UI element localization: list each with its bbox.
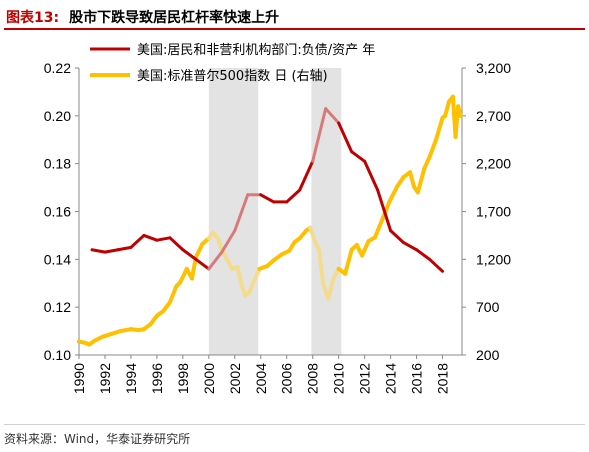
sp500-line-segment [215,236,224,252]
leverage-line-segment [181,248,198,261]
leverage-line-segment [207,250,224,271]
x-tick-label: 1994 [123,363,139,394]
leverage-line-segment [233,193,250,233]
sp500-line-segment [326,276,336,301]
shaded-period-0 [208,68,259,355]
title-bar: 图表13: 股市下跌导致居民杠杆率快速上升 [4,6,585,30]
sp500-line-segment [456,104,463,118]
sp500-line-segment [317,248,326,286]
leverage-line-segment [155,236,172,242]
sp500-line-segment [189,255,198,281]
x-tick-label: 2016 [409,363,425,394]
x-tick-label: 2000 [201,363,217,394]
leverage-line-segment [90,248,107,254]
leverage-line-segment [324,107,341,125]
source-divider [4,424,585,425]
x-tick-label: 1998 [175,363,191,394]
x-tick-label: 1992 [97,363,113,394]
sp500-line-segment [427,137,439,159]
leverage-line-segment [194,257,211,271]
x-tick-label: 2008 [305,363,321,394]
leverage-line-segment [285,188,302,204]
left-tick-label: 0.22 [44,60,71,76]
leverage-line-segment [168,236,185,252]
x-tick-label: 2014 [383,363,399,394]
sp500-line-segment [193,242,205,260]
x-tick-label: 2012 [357,363,373,394]
right-tick-label: 2,200 [476,156,511,172]
right-tick-label: 3,200 [476,60,511,76]
leverage-line-segment [428,257,445,273]
leverage-line-segment [350,150,367,163]
sp500-line-segment [167,284,179,305]
sp500-line-segment [373,216,385,240]
sp500-line-segment [308,225,318,245]
leverage-line-segment [259,193,276,204]
leverage-line-segment [142,233,159,242]
sp500-line-segment [178,266,189,285]
sp500-line-segment [434,115,445,142]
sp500-line-segment [422,154,432,171]
left-tick-label: 0.16 [44,204,71,220]
right-tick-label: 200 [476,347,500,363]
leverage-line-segment [337,121,354,154]
sp500-line-segment [360,239,371,258]
leverage-line-segment [363,159,380,192]
leverage-line-segment [103,248,120,254]
sp500-line-segment [235,264,245,291]
x-tick-label: 2010 [331,363,347,394]
sp500-line-segment [408,170,416,189]
leverage-line-segment [415,248,432,261]
legend-label-sp500: 美国:标准普尔500指数 日 (右轴) [137,69,328,84]
chart-title-text: 股市下跌导致居民杠杆率快速上升 [69,10,280,26]
shaded-period-1 [311,68,342,355]
sp500-line-segment [443,99,452,118]
sp500-line-segment [343,247,354,276]
sp500-line-segment [247,278,257,295]
chart-title: 图表13: 股市下跌导致居民杠杆率快速上升 [6,7,279,27]
sp500-line-segment [380,199,392,221]
leverage-line-segment [311,107,328,163]
left-tick-label: 0.20 [44,108,71,124]
x-tick-label: 1996 [149,363,165,394]
right-tick-label: 1,700 [476,204,511,220]
leverage-line-segment [116,245,133,252]
x-tick-label: 2004 [253,363,269,394]
figure-label: 图表13: [6,10,60,26]
right-tick-label: 700 [476,299,500,315]
right-tick-label: 1,200 [476,251,511,267]
sp500-line-segment [387,184,400,204]
left-tick-label: 0.12 [44,299,71,315]
x-tick-label: 2018 [435,363,451,394]
legend-label-leverage: 美国:居民和非营利机构部门:负债/资产 年 [137,43,375,58]
sp500-line-segment [415,166,427,195]
left-tick-label: 0.10 [44,347,71,363]
left-tick-label: 0.18 [44,156,71,172]
leverage-line-segment [129,233,146,249]
x-tick-label: 2002 [227,363,243,394]
leverage-line-segment [220,229,237,254]
leverage-line-segment [376,188,393,233]
leverage-line-segment [389,229,406,245]
x-tick-label: 1990 [71,363,87,394]
leverage-line-segment [402,241,419,252]
right-tick-label: 2,700 [476,108,511,124]
x-tick-label: 2006 [279,363,295,394]
left-tick-label: 0.14 [44,251,71,267]
sp500-line-segment [252,266,262,283]
leverage-line-segment [298,159,315,192]
source-note: 资料来源：Wind，华泰证券研究所 [4,432,191,446]
